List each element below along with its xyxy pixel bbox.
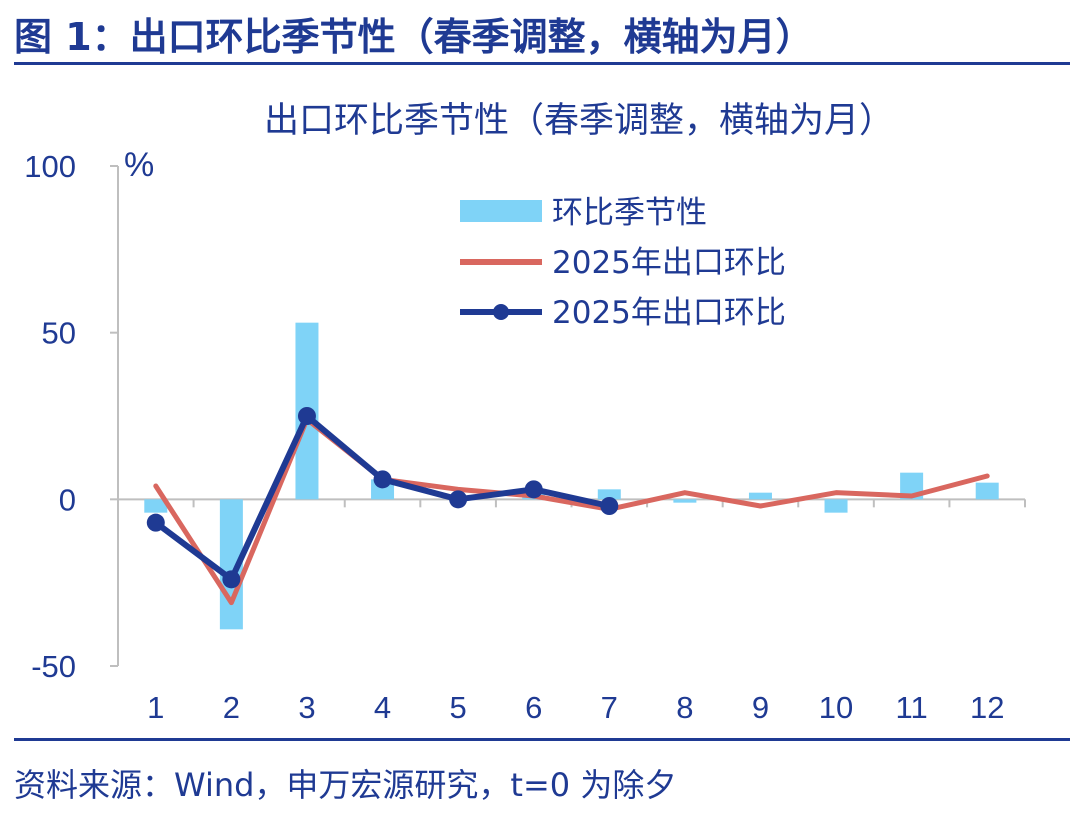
data-point-blue: [449, 490, 468, 509]
x-tick-label: 5: [450, 690, 467, 725]
legend-label: 2025年出口环比: [552, 245, 786, 281]
figure-title: 图 1：出口环比季节性（春季调整，横轴为月）: [14, 15, 814, 59]
x-tick-label: 4: [374, 690, 391, 725]
y-tick-label: 100: [24, 149, 76, 184]
legend-marker-blue: [493, 304, 509, 320]
bar: [673, 499, 697, 503]
x-tick-label: 12: [970, 690, 1004, 725]
x-tick-label: 11: [896, 690, 928, 725]
x-tick-label: 6: [525, 690, 542, 725]
x-tick-label: 7: [601, 690, 618, 725]
y-tick-label: 0: [59, 482, 76, 517]
x-tick-label: 9: [752, 690, 769, 725]
bar: [975, 482, 999, 500]
legend-label: 环比季节性: [552, 195, 707, 231]
data-point-blue: [600, 497, 619, 515]
title-rule: [14, 62, 1070, 65]
bar: [144, 499, 168, 513]
bar: [748, 492, 772, 500]
data-point-blue: [297, 407, 316, 425]
chart-title: 出口环比季节性（春季调整，横轴为月）: [264, 101, 894, 141]
source-note: 资料来源：Wind，申万宏源研究，t=0 为除夕: [14, 766, 677, 804]
data-point-blue: [373, 470, 392, 489]
y-tick-label: -50: [31, 649, 76, 684]
series-line-red: [153, 416, 990, 606]
x-tick-label: 3: [298, 690, 315, 725]
x-tick-label: 1: [147, 690, 164, 725]
x-tick-label: 8: [676, 690, 693, 725]
bar: [824, 499, 848, 513]
legend-swatch-bar: [460, 200, 542, 222]
x-tick-label: 10: [819, 690, 853, 725]
y-tick-label: 50: [42, 316, 76, 351]
x-tick-label: 2: [223, 690, 240, 725]
source-rule: [14, 738, 1070, 741]
data-point-blue: [524, 480, 543, 499]
y-unit-label: %: [124, 146, 154, 184]
bar: [597, 489, 621, 500]
data-point-blue: [146, 513, 165, 532]
legend-label: 2025年出口环比: [552, 295, 786, 331]
data-point-blue: [222, 570, 241, 589]
